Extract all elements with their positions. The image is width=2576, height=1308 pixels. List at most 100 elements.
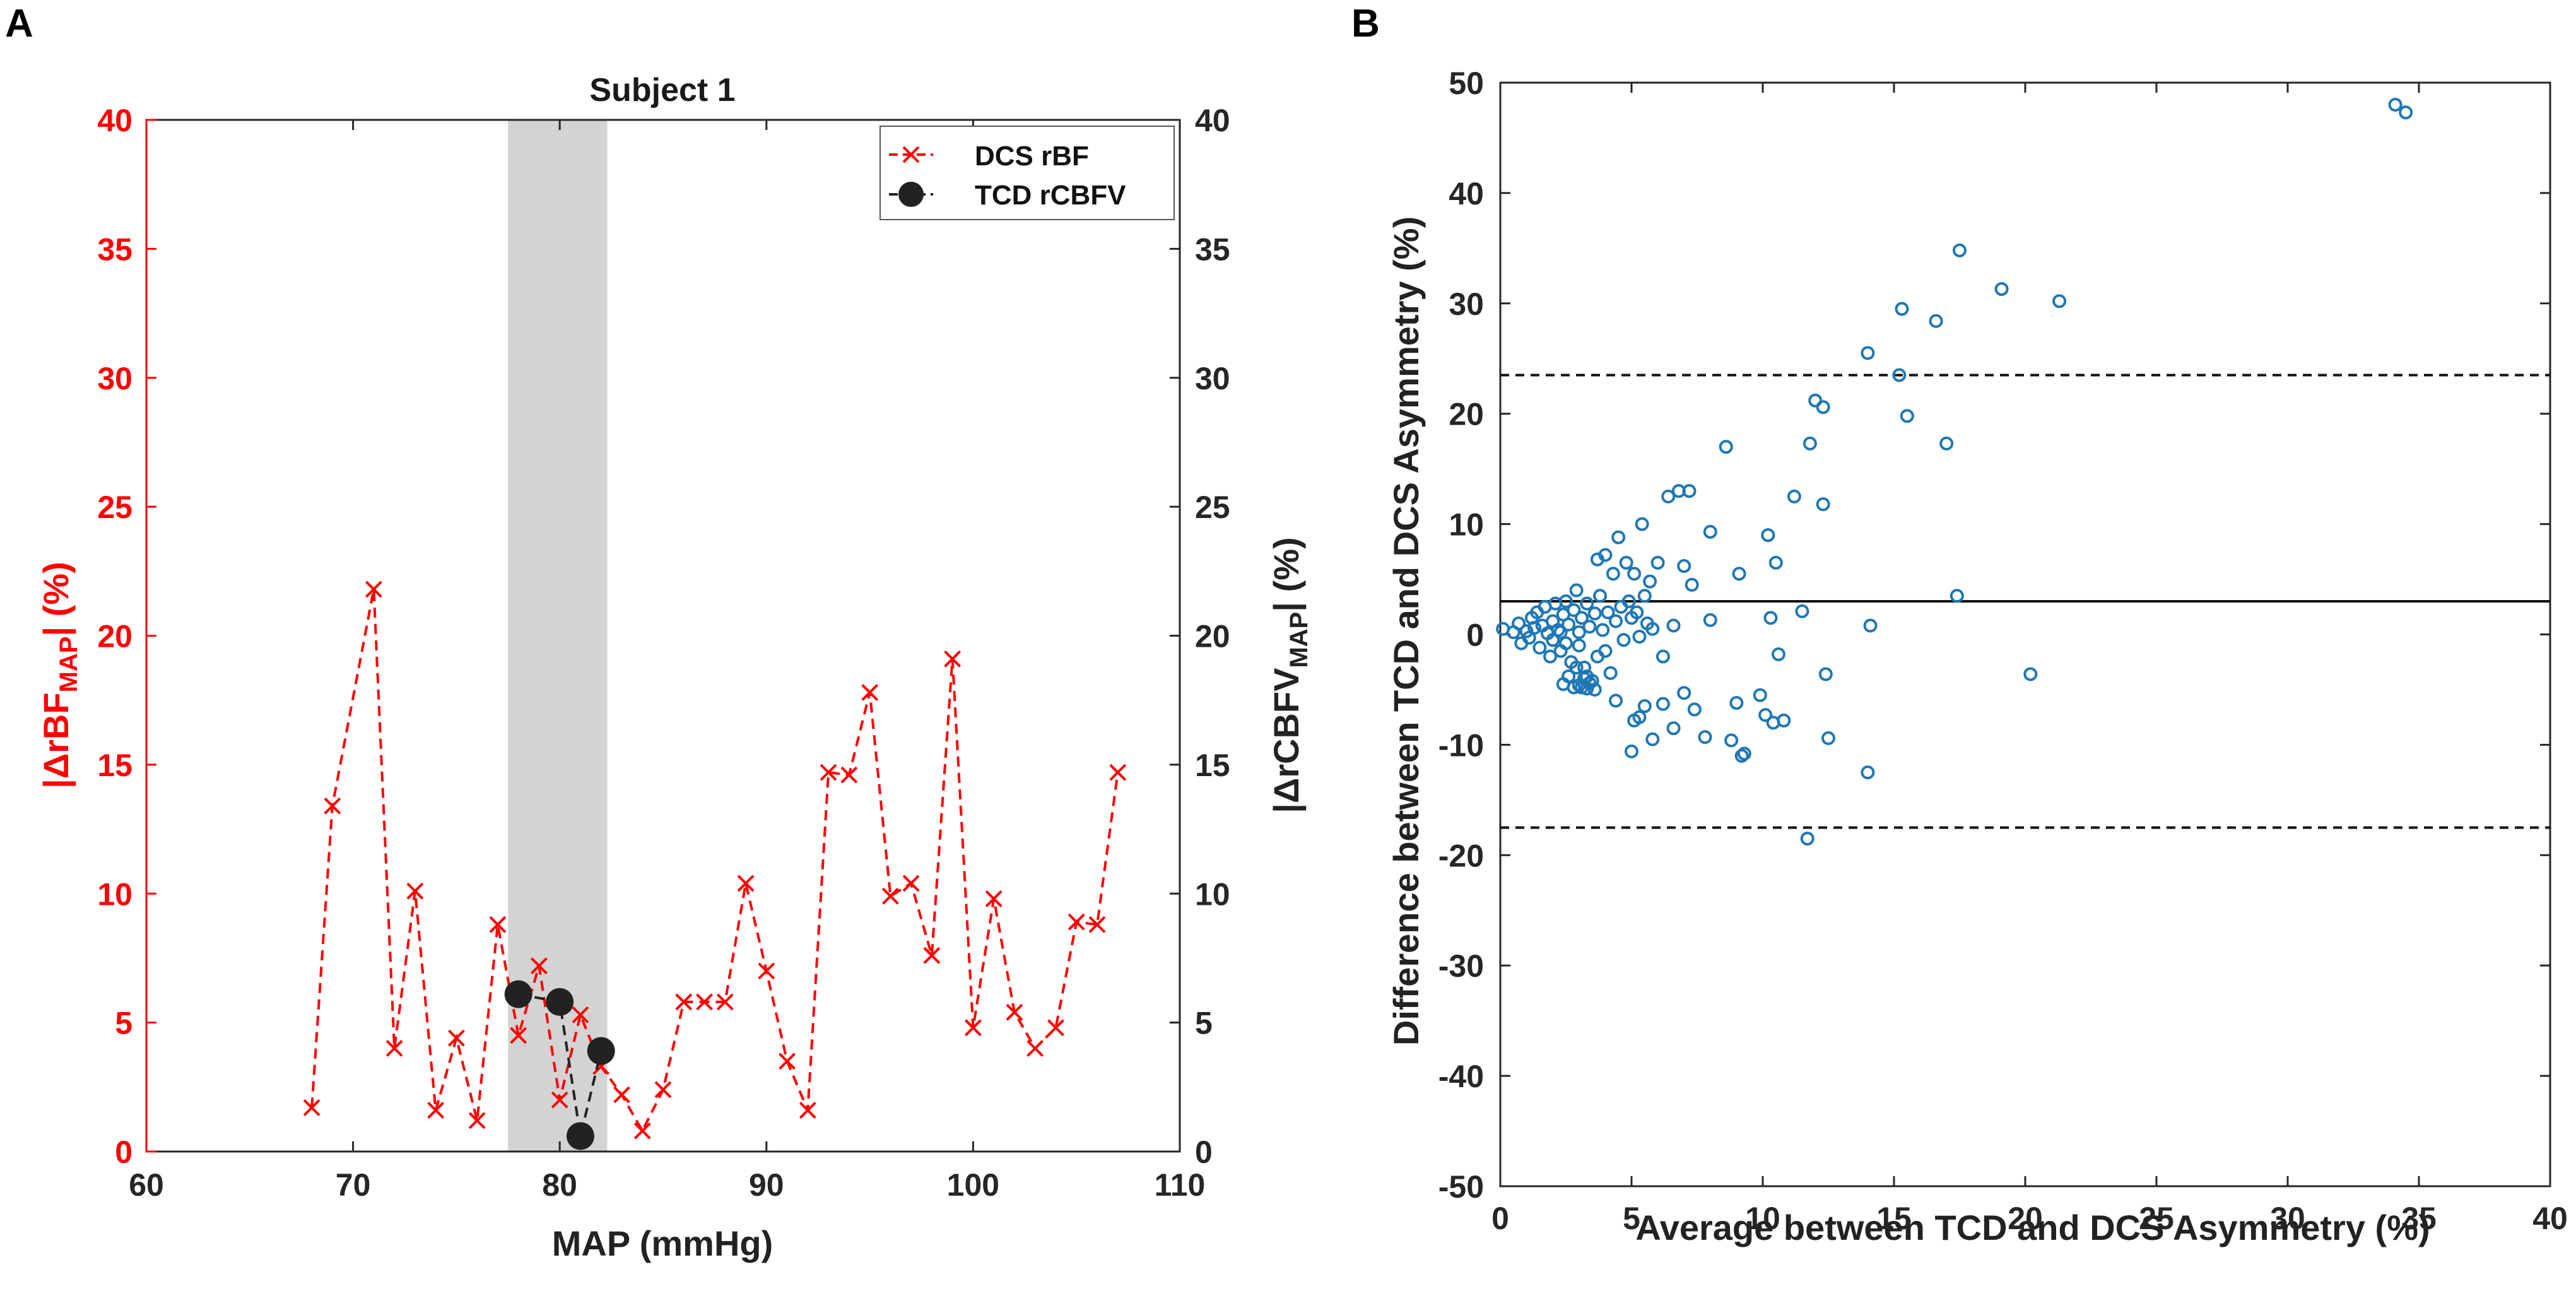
chart-b-point — [1777, 713, 1791, 728]
chart-a-xtick-label: 60 — [129, 1167, 164, 1203]
chart-b-point — [1994, 282, 2009, 297]
chart-b-point — [1559, 636, 1573, 651]
chart-a-ytick-label-left: 35 — [97, 232, 132, 267]
chart-b-ytick-label: 50 — [1449, 66, 1484, 101]
chart-a-ylabel-right-sub: MAP — [1285, 612, 1313, 668]
chart-b-point — [1551, 623, 1565, 637]
panel-a-letter: A — [5, 2, 33, 45]
chart-b-point — [1737, 746, 1751, 761]
chart-b-point — [1625, 744, 1638, 758]
chart-b-point — [2399, 105, 2413, 120]
chart-a-dcs-point — [799, 1102, 816, 1119]
chart-a-ytick-label-right: 20 — [1195, 619, 1230, 654]
chart-b-point — [1761, 528, 1775, 543]
chart-b-ytick-label: 40 — [1449, 176, 1484, 211]
chart-b-xtick-label: 20 — [2008, 1201, 2043, 1236]
chart-b-point — [1771, 647, 1785, 661]
chart-b-point — [1656, 649, 1670, 664]
chart-b-ylabel: Difference between TCD and DCS Asymmetry… — [1386, 216, 1426, 1046]
chart-b-point — [1572, 638, 1586, 652]
chart-b-point — [1611, 530, 1626, 545]
chart-a-dcs-point — [716, 993, 734, 1011]
chart-b-point — [2388, 97, 2403, 112]
chart-a-axes-box — [145, 119, 1181, 1153]
chart-b-point — [2052, 294, 2067, 309]
chart-b-point — [1863, 618, 1878, 633]
chart-b-point — [1677, 686, 1691, 700]
chart-b-point — [1543, 649, 1558, 664]
chart-b-point — [1567, 603, 1581, 618]
chart-a-tcd-point — [587, 1037, 615, 1065]
chart-b-point — [1616, 633, 1631, 647]
chart-b-point — [1818, 667, 1833, 681]
chart-a-dcs-point — [1088, 916, 1106, 933]
chart-b-point — [1677, 559, 1691, 574]
chart-a-ytick-label-right: 0 — [1195, 1134, 1213, 1170]
chart-a-legend-tcd-label: TCD rCBFV — [975, 180, 1126, 211]
chart-a-ytick-label-right: 10 — [1195, 876, 1230, 912]
chart-b-xtick-label: 25 — [2139, 1201, 2174, 1236]
chart-a-dcs-point — [923, 946, 941, 964]
chart-b-point — [1603, 666, 1618, 680]
chart-a-ytick-label-left: 15 — [97, 748, 132, 783]
chart-a-legend-dcs-marker — [902, 146, 920, 163]
chart-b-point — [1758, 708, 1773, 722]
chart-b-point — [1637, 589, 1652, 603]
chart-b-point — [1593, 589, 1608, 603]
chart-b-point — [1580, 681, 1594, 696]
chart-b-point — [1650, 555, 1665, 570]
chart-a-ylabel-left: |ΔrBFMAP| (%) — [36, 562, 83, 789]
chart-b-xtick-label: 30 — [2270, 1201, 2305, 1236]
chart-b-point — [1637, 699, 1652, 714]
chart-b-xlabel: Average between TCD and DCS Asymmetry (%… — [1635, 1208, 2430, 1247]
chart-a-dcs-point — [654, 1081, 672, 1099]
chart-b-point — [1892, 368, 1907, 382]
chart-a-dcs-point — [881, 887, 899, 905]
chart-a-ytick-label-left: 10 — [97, 876, 132, 912]
chart-b-xtick-label: 10 — [1745, 1201, 1780, 1236]
chart-a-ytick-label-left: 0 — [115, 1134, 132, 1170]
chart-a-legend-dcs-label: DCS rBF — [975, 141, 1089, 172]
chart-a-dcs-point — [758, 962, 775, 980]
chart-b-point — [1609, 614, 1623, 628]
chart-b-point — [1609, 693, 1623, 708]
chart-b-point — [1619, 555, 1633, 570]
chart-b-xtick-label: 0 — [1491, 1201, 1509, 1236]
chart-b-point — [1719, 440, 1733, 454]
chart-a-ytick-label-right: 5 — [1195, 1006, 1213, 1041]
chart-a-dcs-point — [510, 1027, 527, 1044]
chart-b-xtick-label: 35 — [2401, 1201, 2437, 1236]
chart-b-ytick-label: -40 — [1438, 1059, 1484, 1094]
chart-b-point — [1900, 409, 1914, 423]
chart-b-point — [1598, 548, 1613, 562]
chart-a-dcs-point — [447, 1029, 465, 1047]
chart-a-ytick-label-right: 40 — [1195, 103, 1230, 138]
chart-b-ytick-label: -50 — [1438, 1169, 1484, 1205]
chart-a-xtick-label: 70 — [336, 1167, 371, 1203]
chart-a-ytick-label-left: 25 — [97, 490, 132, 525]
chart-b-point — [1632, 629, 1647, 644]
chart-a-xtick-label: 110 — [1155, 1167, 1206, 1203]
chart-b-point — [2023, 667, 2038, 681]
chart-b-point — [1645, 622, 1660, 636]
chart-b-point — [1632, 710, 1647, 724]
chart-a-xtick-label: 90 — [749, 1167, 784, 1203]
chart-a-dcs-point — [572, 1006, 589, 1023]
chart-b-xtick-label: 5 — [1623, 1201, 1640, 1236]
chart-a-tcd-point — [546, 987, 574, 1016]
chart-b-point — [1559, 594, 1573, 609]
chart-b-point — [1606, 567, 1620, 581]
chart-b-point — [1816, 497, 1830, 512]
chart-b-point — [1724, 733, 1739, 748]
chart-a-dcs-point — [820, 763, 837, 781]
chart-b-axes-box — [1499, 81, 2551, 1187]
chart-a-dcs-point — [303, 1099, 321, 1116]
chart-b-point — [1587, 682, 1602, 697]
chart-a-xtick-label: 100 — [947, 1167, 999, 1203]
chart-b-point — [1808, 393, 1823, 408]
chart-b-point — [1953, 243, 1967, 257]
chart-a-xlabel: MAP (mmHg) — [552, 1223, 773, 1263]
chart-a-series-tcd-line — [518, 993, 603, 1136]
chart-b-point — [1732, 567, 1746, 581]
chart-b-point — [1685, 577, 1699, 592]
